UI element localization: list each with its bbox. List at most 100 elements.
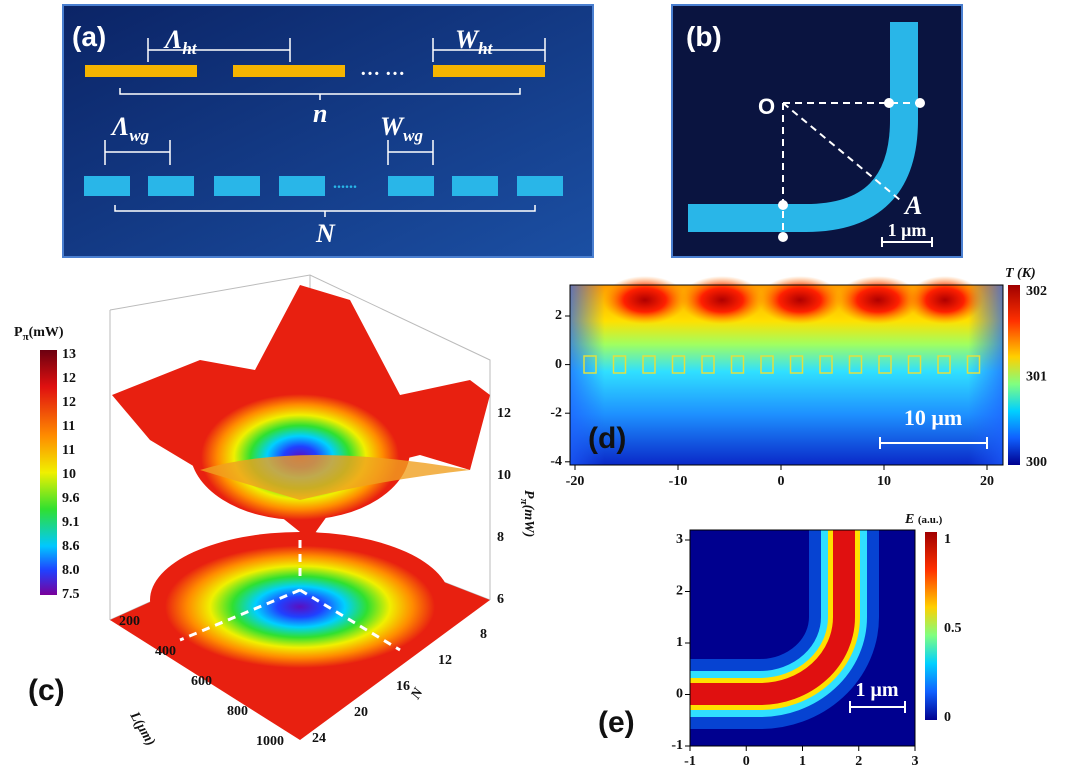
waveguides [84, 176, 563, 196]
panel-b: (b) O A 1 μm [671, 4, 963, 258]
dashed-lines [782, 102, 920, 237]
y-tick-label: -2 [550, 405, 562, 420]
l-tick-label: 800 [227, 704, 248, 719]
z-tick-label: 8 [497, 530, 504, 545]
x-tick-label: 1 [799, 754, 806, 769]
panel-e: E (a.u.) 1 μm (e) [598, 512, 943, 747]
waveguide-outline [760, 355, 774, 374]
heaters [85, 65, 545, 77]
y-tick-label: 0 [676, 687, 683, 702]
colorbar-tick-label: 8.0 [62, 563, 80, 578]
colorbar-title: E (a.u.) [904, 512, 943, 527]
waveguide-outline [789, 355, 804, 374]
heater [433, 65, 545, 77]
waveguide-outline [730, 355, 745, 374]
x-tick-label: 0 [743, 754, 750, 769]
period-heater: Λht [163, 25, 198, 58]
scale-bar [879, 437, 988, 449]
colorbar-tick-label: 301 [1026, 370, 1047, 385]
waveguide-outline [819, 355, 833, 374]
panel-label: (d) [588, 422, 626, 455]
colorbar [40, 350, 57, 595]
markers [778, 98, 925, 242]
wg-count: N [315, 219, 336, 248]
colorbar-tick-label: 11 [62, 443, 75, 458]
scale-label: 1 μm [856, 679, 899, 701]
n-tick-label: 16 [396, 679, 410, 694]
panel-label: (a) [72, 21, 106, 52]
waveguide [148, 176, 194, 196]
l-tick-label: 1000 [256, 734, 284, 749]
waveguide-outline [878, 355, 892, 374]
panel-label: (e) [598, 706, 635, 739]
origin-label: O [758, 94, 775, 119]
colorbar-title: Pπ(mW) [14, 325, 64, 343]
l-tick-label: 400 [155, 644, 176, 659]
waveguide-outline [848, 355, 863, 374]
panel-d: T (K) 10 μm (d) [569, 266, 1036, 466]
waveguide-outline [907, 355, 922, 374]
colorbar-title: T (K) [1005, 266, 1036, 281]
panel-label: (c) [28, 674, 65, 707]
panel-a: (a) … … Λht Wht n ...... Λwg Wwg N [62, 4, 594, 258]
l-tick-label: 600 [191, 674, 212, 689]
y-tick-label: -1 [671, 738, 683, 753]
dashed-lines [179, 540, 401, 652]
colorbar [925, 532, 937, 720]
annotation-lines [104, 38, 546, 217]
mode-field [690, 530, 879, 729]
colorbar-tick-label: 7.5 [62, 587, 80, 602]
waveguide [279, 176, 325, 196]
waveguide-outline [612, 355, 627, 374]
heater [233, 65, 345, 77]
scale-bar [881, 237, 933, 247]
bend-waveguide [688, 22, 918, 232]
waveguide-outline [671, 355, 686, 374]
width-heater: Wht [455, 25, 494, 58]
colorbar-tick-label: 9.1 [62, 515, 80, 530]
z-tick-label: 12 [497, 406, 511, 421]
colorbar-tick-label: 9.6 [62, 491, 80, 506]
n-tick-label: 24 [312, 731, 326, 746]
colorbar-tick-label: 302 [1026, 284, 1047, 299]
x-tick-label: 0 [778, 474, 785, 489]
width-wg: Wwg [380, 112, 423, 145]
l-axis-label: L(μm) [126, 709, 158, 749]
y-tick-label: 3 [676, 532, 683, 547]
waveguide-outline [701, 355, 715, 374]
y-tick-label: 0 [555, 357, 562, 372]
waveguide-outlines [583, 355, 981, 374]
waveguide [517, 176, 563, 196]
x-tick-label: 2 [855, 754, 862, 769]
waveguide-outline [966, 355, 981, 374]
period-wg: Λwg [110, 112, 150, 145]
waveguide [452, 176, 498, 196]
y-tick-label: -4 [550, 454, 562, 469]
y-tick-label: 1 [676, 635, 683, 650]
n-tick-label: 12 [438, 653, 452, 668]
panel-background [62, 4, 594, 258]
y-tick-label: 2 [676, 584, 683, 599]
colorbar-tick-label: 13 [62, 347, 76, 362]
waveguide [214, 176, 260, 196]
colorbar-tick-label: 10 [62, 467, 76, 482]
scale-bar [849, 701, 906, 713]
x-tick-label: -1 [684, 754, 696, 769]
heater-count: n [313, 99, 327, 128]
n-tick-label: 20 [354, 705, 368, 720]
x-tick-label: -20 [566, 474, 585, 489]
panel-label: (b) [686, 21, 722, 52]
scale-label: 1 μm [888, 220, 927, 240]
point-label: A [903, 191, 922, 220]
n-axis-label: N [408, 685, 427, 703]
x-tick-label: 10 [877, 474, 891, 489]
colorbar-tick-label: 12 [62, 395, 76, 410]
y-tick-label: 2 [555, 308, 562, 323]
scale-label: 10 μm [904, 405, 962, 430]
waveguide-outline [642, 355, 656, 374]
heater [85, 65, 197, 77]
colorbar-tick-label: 12 [62, 371, 76, 386]
floor-contour [150, 532, 450, 668]
x-tick-label: 20 [980, 474, 994, 489]
colorbar-tick-label: 0.5 [944, 621, 962, 636]
